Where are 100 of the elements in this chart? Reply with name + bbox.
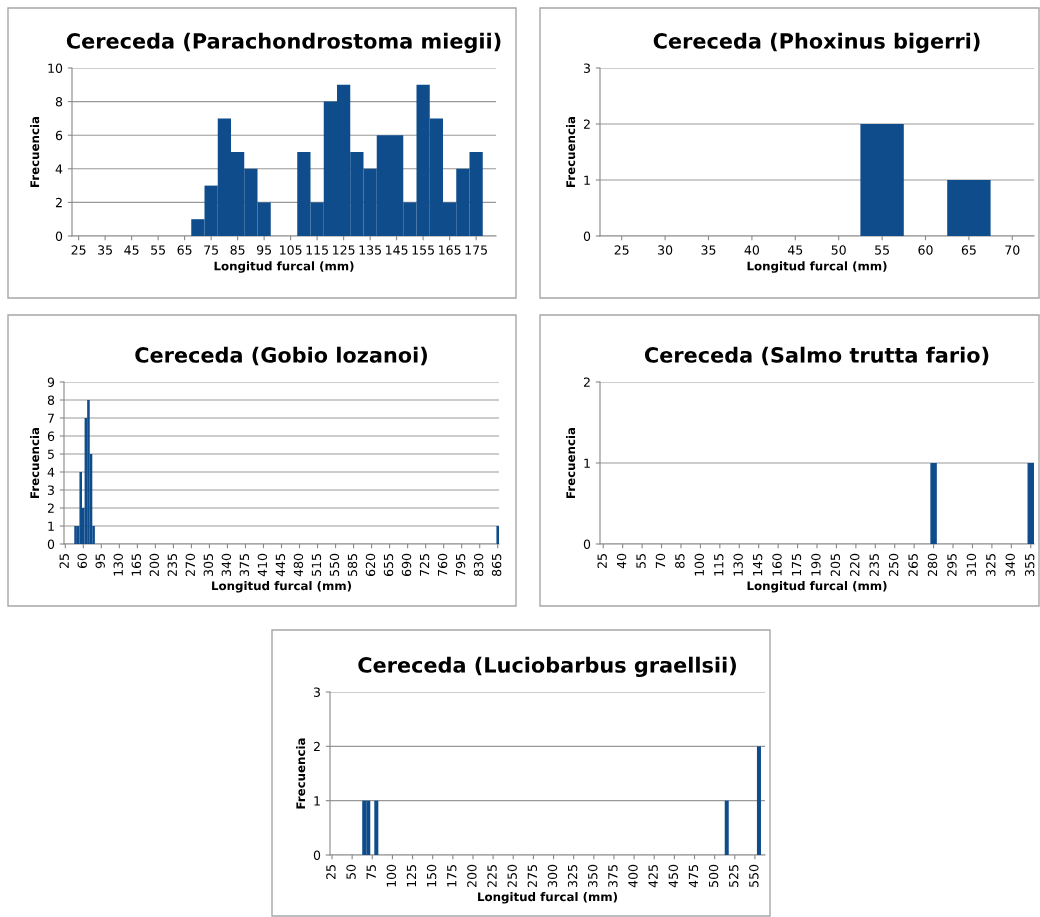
y-tick-label: 3 xyxy=(47,485,54,495)
x-tick-label: 235 xyxy=(167,554,178,576)
x-axis-title: Longitud furcal (mm) xyxy=(747,581,887,593)
y-tick-label: 8 xyxy=(47,395,55,405)
x-tick-label: 115 xyxy=(714,554,724,576)
chart-title: Cereceda (Phoxinus bigerri) xyxy=(653,32,980,54)
chart-title: Cereceda (Gobio lozanoi) xyxy=(135,346,427,366)
x-tick-label: 95 xyxy=(95,554,105,569)
chart-title: Cereceda (Parachondrostoma miegii) xyxy=(66,32,501,54)
y-tick-label: 4 xyxy=(47,467,55,477)
y-tick-label: 0 xyxy=(583,539,591,549)
y-tick-label: 2 xyxy=(313,741,320,752)
x-tick-label: 355 xyxy=(1024,554,1035,576)
x-tick-label: 450 xyxy=(668,864,678,888)
chart-title: Cereceda (Luciobarbus graellsii) xyxy=(358,656,736,678)
y-tick-label: 10 xyxy=(48,63,63,73)
y-tick-label: 8 xyxy=(55,97,63,107)
x-tick-label: 30 xyxy=(658,245,673,255)
y-axis-title: Frecuencia xyxy=(566,116,576,187)
x-tick-label: 375 xyxy=(608,865,618,887)
x-tick-label: 275 xyxy=(527,865,538,887)
x-tick-label: 60 xyxy=(77,553,87,569)
x-tick-label: 325 xyxy=(986,554,996,576)
y-axis-title: Frecuencia xyxy=(30,427,40,498)
x-tick-label: 250 xyxy=(888,553,899,576)
x-tick-label: 795 xyxy=(455,554,466,576)
y-tick-label: 1 xyxy=(48,521,54,531)
y-axis-title: Frecuencia xyxy=(296,738,306,809)
x-tick-label: 25 xyxy=(326,865,336,880)
x-tick-label: 500 xyxy=(708,864,719,887)
x-tick-label: 130 xyxy=(733,553,743,576)
x-tick-label: 480 xyxy=(293,553,304,577)
x-tick-label: 55 xyxy=(636,554,646,568)
x-tick-label: 130 xyxy=(113,553,123,576)
x-tick-label: 550 xyxy=(749,864,759,887)
x-tick-label: 125 xyxy=(333,245,355,255)
x-tick-label: 70 xyxy=(655,553,666,568)
chart-title: Cereceda (Salmo trutta fario) xyxy=(644,346,989,366)
y-tick-label: 2 xyxy=(583,377,590,387)
x-tick-label: 475 xyxy=(688,865,699,888)
y-axis-title: Frecuencia xyxy=(30,116,40,187)
x-tick-label: 250 xyxy=(507,864,517,887)
x-tick-label: 100 xyxy=(386,864,397,887)
y-tick-label: 0 xyxy=(55,231,63,241)
y-tick-label: 9 xyxy=(47,377,55,387)
x-tick-label: 725 xyxy=(419,554,430,576)
x-tick-label: 125 xyxy=(406,865,417,887)
x-tick-label: 515 xyxy=(311,554,322,576)
x-tick-label: 35 xyxy=(98,245,112,255)
x-tick-label: 445 xyxy=(275,554,286,577)
y-tick-label: 3 xyxy=(313,687,320,697)
x-tick-label: 620 xyxy=(365,553,376,577)
x-tick-label: 200 xyxy=(467,864,477,887)
x-tick-label: 25 xyxy=(59,554,69,569)
y-tick-label: 4 xyxy=(55,164,63,174)
y-tick-label: 0 xyxy=(583,231,591,241)
x-tick-label: 410 xyxy=(257,553,268,577)
x-tick-label: 105 xyxy=(280,245,302,255)
y-tick-label: 2 xyxy=(55,197,62,208)
bar xyxy=(87,400,90,544)
x-tick-label: 340 xyxy=(221,553,232,576)
x-tick-label: 155 xyxy=(412,245,434,255)
y-tick-label: 1 xyxy=(584,458,590,468)
x-tick-label: 280 xyxy=(927,553,938,576)
x-axis-title: Longitud furcal (mm) xyxy=(214,261,354,273)
x-tick-label: 145 xyxy=(753,554,763,576)
x-tick-label: 55 xyxy=(875,245,889,255)
x-tick-label: 325 xyxy=(567,865,578,887)
y-tick-label: 7 xyxy=(48,413,54,423)
y-tick-label: 1 xyxy=(584,175,590,185)
x-tick-label: 200 xyxy=(149,553,159,576)
x-tick-label: 265 xyxy=(908,554,918,576)
x-tick-label: 225 xyxy=(487,865,497,887)
x-tick-label: 205 xyxy=(830,554,841,576)
y-tick-label: 3 xyxy=(583,63,590,73)
x-tick-label: 145 xyxy=(386,245,408,255)
x-axis-title: Longitud furcal (mm) xyxy=(747,261,887,273)
x-tick-label: 295 xyxy=(947,554,957,576)
x-tick-label: 220 xyxy=(850,553,860,576)
x-tick-label: 305 xyxy=(203,554,214,576)
bar xyxy=(79,472,83,544)
x-tick-label: 340 xyxy=(1005,553,1015,576)
x-tick-label: 350 xyxy=(587,864,598,887)
x-tick-label: 45 xyxy=(124,245,139,255)
x-tick-label: 300 xyxy=(547,864,558,887)
y-tick-label: 6 xyxy=(47,431,55,441)
x-tick-label: 310 xyxy=(966,553,977,576)
x-tick-label: 100 xyxy=(694,553,705,576)
x-tick-label: 235 xyxy=(869,554,879,576)
x-tick-label: 165 xyxy=(439,245,461,255)
x-tick-label: 690 xyxy=(401,553,412,577)
x-tick-label: 85 xyxy=(230,245,245,255)
x-tick-label: 70 xyxy=(1005,245,1020,255)
x-tick-label: 55 xyxy=(151,245,165,255)
x-tick-label: 45 xyxy=(787,245,803,255)
x-tick-label: 40 xyxy=(744,245,760,255)
x-tick-label: 165 xyxy=(131,554,141,576)
y-tick-label: 0 xyxy=(313,850,321,860)
y-tick-label: 2 xyxy=(47,503,54,513)
x-tick-label: 25 xyxy=(597,554,607,569)
